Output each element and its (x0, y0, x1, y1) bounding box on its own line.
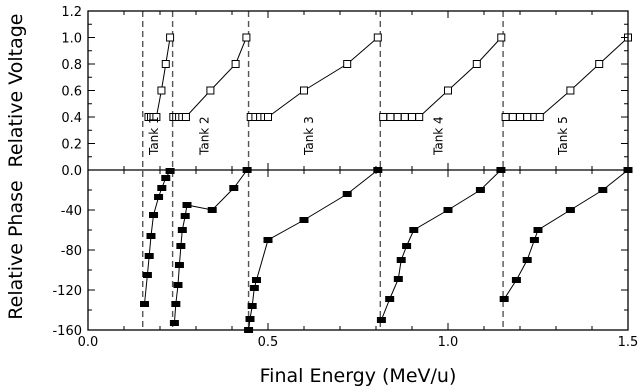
voltage-point (408, 113, 416, 121)
phase-point (475, 187, 485, 193)
voltage-point (444, 86, 452, 95)
y-tick-label-voltage: 0.6 (61, 85, 82, 100)
tank-label-4: Tank 4 (432, 116, 446, 156)
voltage-point (501, 113, 510, 121)
x-tick-label: 1.5 (618, 335, 639, 350)
voltage-point (393, 113, 402, 121)
voltage-point (343, 60, 352, 68)
phase-point (207, 207, 217, 213)
y-tick-label-voltage: 0.2 (61, 138, 82, 153)
tank-label-2: Tank 2 (198, 116, 212, 156)
voltage-point (157, 86, 166, 95)
phase-point (443, 207, 453, 213)
phase-point (299, 217, 309, 223)
voltage-point (264, 113, 272, 121)
phase-point (171, 301, 181, 307)
voltage-point (300, 86, 308, 95)
phase-point (402, 243, 412, 249)
phase-point (251, 277, 261, 283)
voltage-point (566, 86, 575, 95)
phase-point (245, 316, 255, 322)
phase-series-line-tank-5 (503, 169, 629, 300)
phase-point (342, 191, 352, 197)
phase-point (149, 212, 159, 218)
voltage-point (386, 113, 395, 121)
y-tick-label-voltage: 0.0 (61, 164, 82, 179)
phase-point (565, 207, 575, 213)
phase-point (169, 320, 179, 326)
y-tick-label-voltage: 0.8 (61, 58, 82, 73)
y-tick-label-voltage: 1.2 (61, 5, 82, 20)
ticks-layer (87, 10, 629, 331)
voltage-point (497, 33, 506, 42)
y-axis-title-phase: Relative Phase (5, 180, 27, 319)
phase-point (247, 303, 257, 309)
y-tick-label-phase: -160 (52, 324, 82, 339)
phase-point (229, 185, 239, 191)
voltage-point (242, 33, 251, 42)
voltage-point (161, 60, 170, 68)
phase-point (598, 187, 608, 193)
phase-point (173, 282, 183, 288)
phase-point (140, 301, 150, 307)
phase-point (263, 237, 273, 243)
y-tick-label-voltage: 0.4 (61, 111, 82, 126)
phase-point (499, 296, 509, 302)
phase-point (393, 276, 403, 282)
phase-point (174, 262, 184, 268)
voltage-point (206, 86, 215, 95)
phase-point (385, 296, 395, 302)
voltage-point (508, 113, 517, 121)
y-tick-label-phase: -40 (61, 204, 82, 219)
voltage-point (152, 113, 161, 121)
tank-boundaries (142, 11, 504, 330)
voltage-point (166, 33, 175, 42)
phase-point (157, 185, 167, 191)
voltage-point (523, 113, 532, 121)
phase-point (161, 175, 171, 181)
x-axis-title: Final Energy (MeV/u) (260, 365, 457, 387)
voltage-point (373, 33, 382, 42)
phase-point (533, 227, 543, 233)
labels-layer: 0.0 0.5 1.0 1.5 0.0 0.2 0.4 0.6 0.8 1.0 1.2 -160 -12… (5, 5, 638, 387)
voltage-point (595, 60, 604, 68)
y-tick-label-voltage: 1.0 (61, 32, 82, 47)
tank-label-3: Tank 3 (302, 116, 316, 156)
voltage-point (415, 113, 424, 121)
phase-point (511, 277, 521, 283)
voltage-point (472, 60, 481, 68)
x-tick-label: 1.0 (438, 335, 459, 350)
phase-point (396, 257, 406, 263)
y-axis-title-voltage: Relative Voltage (5, 14, 27, 168)
phase-point (154, 194, 164, 200)
phase-point (177, 227, 187, 233)
tank-label-1: Tank 1 (147, 116, 161, 156)
phase-point (529, 237, 539, 243)
phase-point (376, 317, 386, 323)
y-tick-label-phase: -120 (52, 284, 82, 299)
voltage-point (516, 113, 524, 121)
voltage-point (231, 60, 240, 68)
tank-label-5: Tank 5 (556, 116, 570, 156)
phase-point (146, 233, 156, 239)
x-tick-label: 0.5 (258, 335, 279, 350)
voltage-point (535, 113, 544, 121)
phase-point (180, 213, 190, 219)
phase-point (176, 243, 186, 249)
phase-point (522, 257, 532, 263)
voltage-point (379, 113, 388, 121)
voltage-point (400, 113, 409, 121)
phase-point (144, 253, 154, 259)
phase-point (182, 202, 192, 208)
x-tick-label: 0.0 (78, 335, 99, 350)
phase-point (409, 227, 419, 233)
y-tick-label-phase: -80 (61, 244, 82, 259)
voltage-point (181, 113, 190, 121)
phase-point (165, 168, 175, 174)
phase-point (142, 272, 152, 278)
markers-layer (140, 33, 633, 333)
phase-point (249, 285, 259, 291)
